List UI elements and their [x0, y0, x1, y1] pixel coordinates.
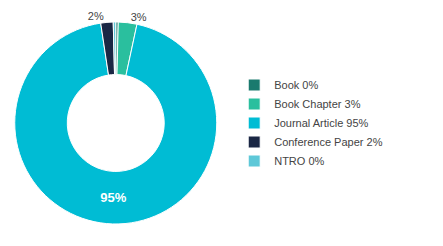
svg-text:Conference Paper 2%: Conference Paper 2%: [274, 136, 382, 148]
svg-text:Journal Article 95%: Journal Article 95%: [274, 117, 368, 129]
svg-text:Book 0%: Book 0%: [274, 79, 318, 91]
svg-text:2%: 2%: [88, 10, 104, 22]
svg-text:NTRO 0%: NTRO 0%: [274, 155, 324, 167]
svg-text:Book Chapter 3%: Book Chapter 3%: [274, 98, 360, 110]
svg-text:3%: 3%: [131, 11, 147, 23]
svg-text:95%: 95%: [100, 190, 126, 205]
